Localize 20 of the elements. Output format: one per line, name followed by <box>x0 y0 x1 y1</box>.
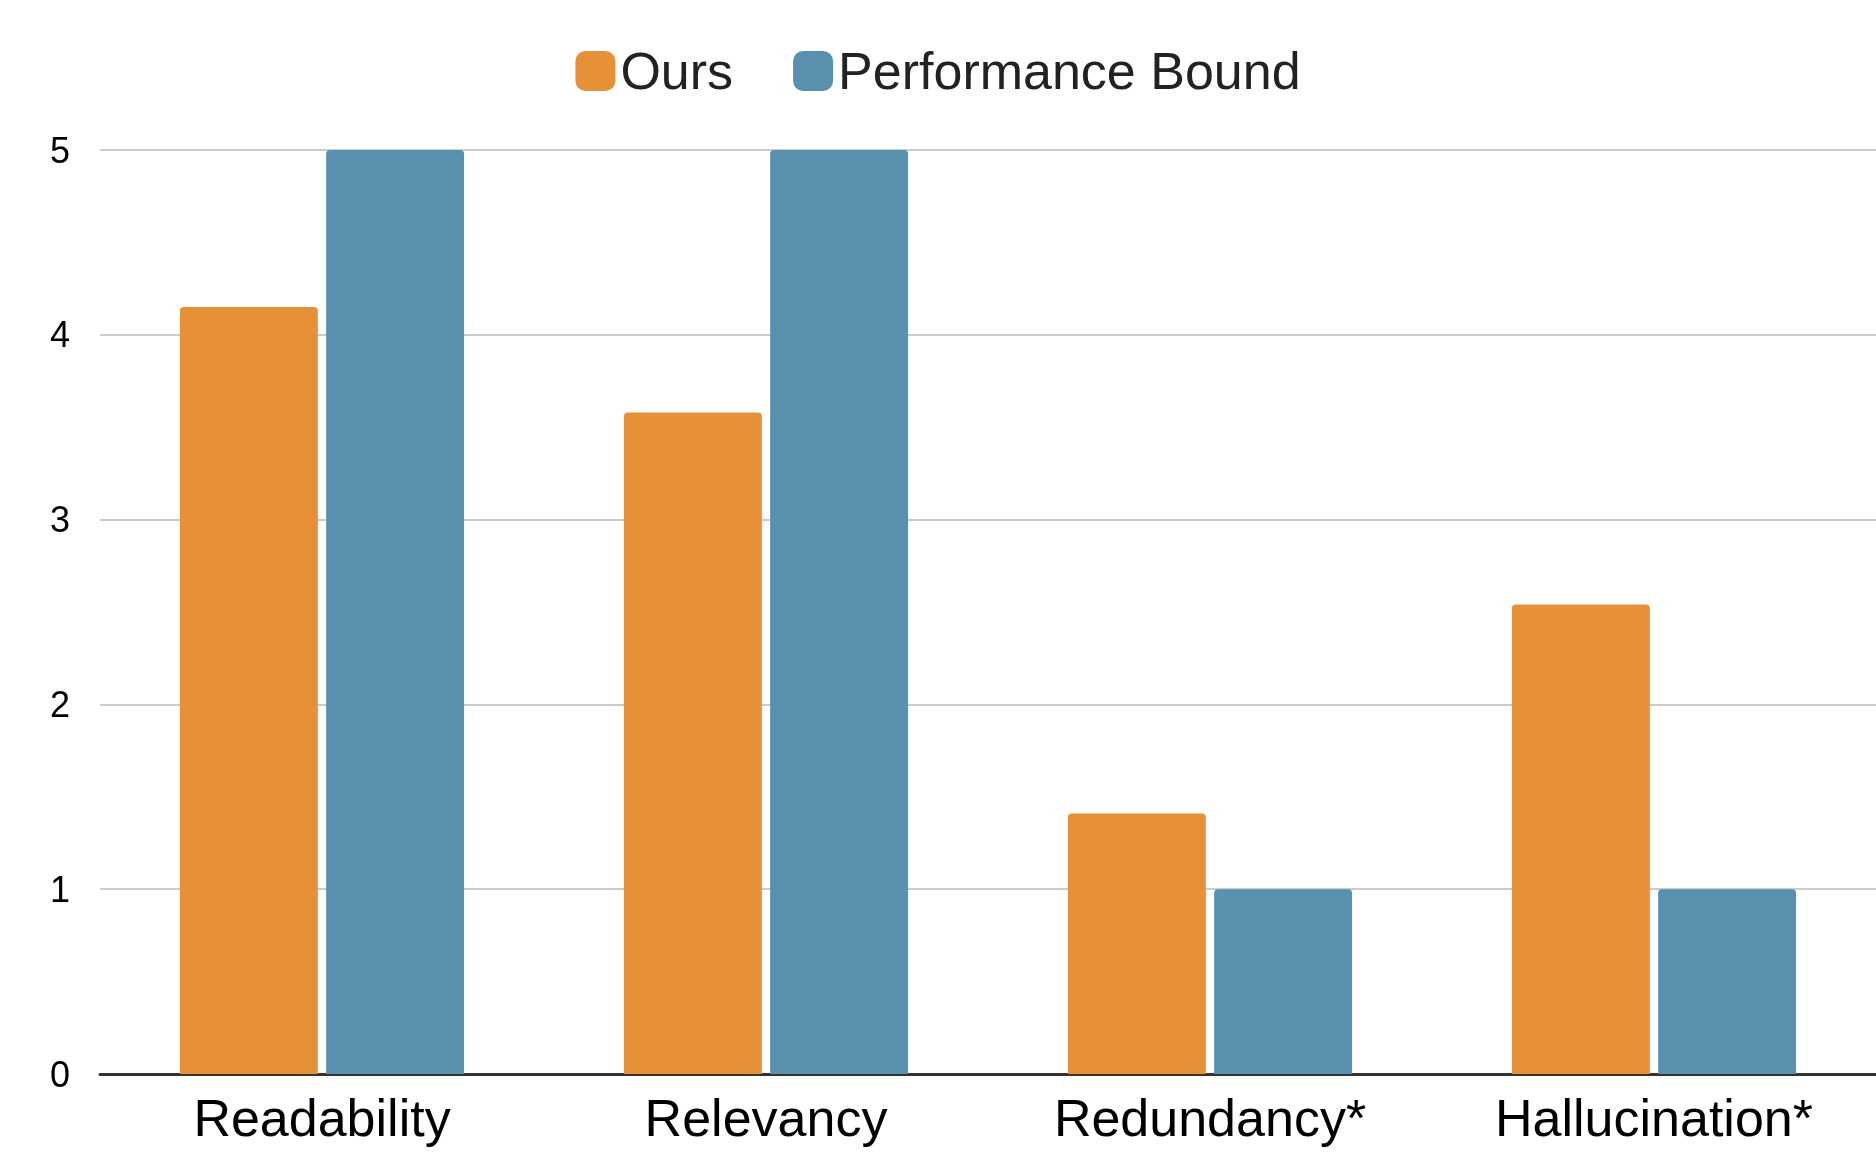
bar <box>1067 813 1206 1074</box>
y-tick-label: 0 <box>49 1053 70 1095</box>
y-tick-label: 5 <box>49 129 70 171</box>
x-tick-label: Relevancy <box>644 1089 888 1147</box>
x-tick-label: Hallucination* <box>1495 1089 1813 1147</box>
y-tick-label: 3 <box>49 499 70 541</box>
y-tick-label: 4 <box>49 314 70 356</box>
y-tick-label: 2 <box>49 683 70 725</box>
legend-label: Ours <box>620 42 734 100</box>
bar <box>1658 889 1797 1074</box>
bar <box>1214 889 1353 1074</box>
y-tick-label: 1 <box>49 868 70 910</box>
bar <box>1511 604 1650 1074</box>
legend-label: Performance Bound <box>838 42 1301 100</box>
x-tick-label: Redundancy* <box>1053 1089 1367 1147</box>
x-tick-label: Readability <box>193 1089 451 1147</box>
bar <box>179 307 318 1074</box>
bar <box>326 150 465 1074</box>
bar <box>770 150 909 1074</box>
bar <box>623 412 762 1074</box>
